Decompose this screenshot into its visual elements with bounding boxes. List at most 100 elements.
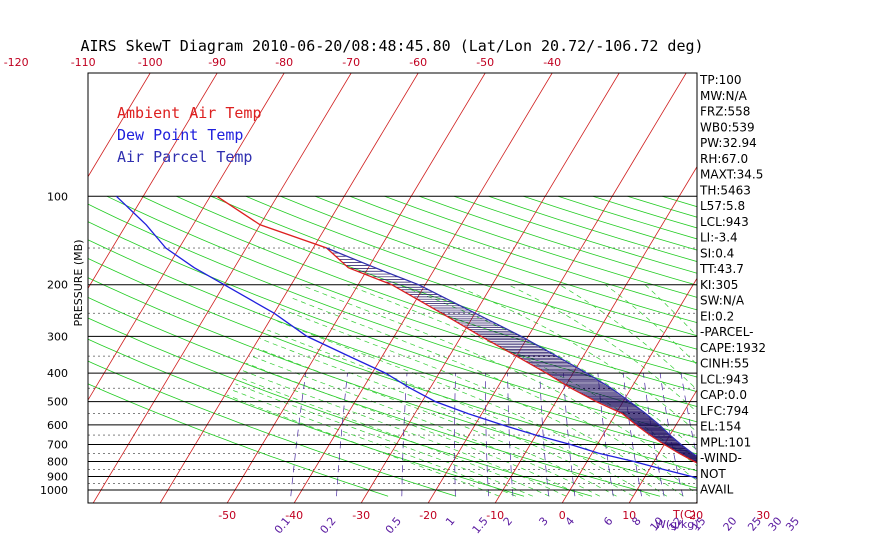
- isotherm-line: [561, 277, 697, 503]
- moist-adiabat: [259, 338, 634, 497]
- mixing-ratio-label: 6: [601, 515, 615, 529]
- legend-entry: Air Parcel Temp: [117, 148, 252, 166]
- moist-adiabat: [278, 307, 684, 497]
- isotherm-line: [88, 73, 285, 401]
- pressure-tick-label: 100: [47, 190, 68, 203]
- pressure-tick-label: 300: [47, 330, 68, 343]
- moist-adiabat: [235, 383, 533, 497]
- moist-adiabat: [453, 284, 697, 433]
- mixing-ratio-line: [454, 373, 456, 497]
- mixing-ratio-line: [485, 373, 489, 497]
- pressure-tick-label: 200: [47, 279, 68, 292]
- dry-adiabat: [88, 277, 697, 489]
- moist-adiabat: [559, 284, 697, 391]
- index-label: TP:100: [699, 73, 742, 87]
- dry-adiabat: [141, 195, 697, 393]
- dry-adiabat: [419, 195, 697, 286]
- dry-adiabat: [88, 338, 525, 497]
- mixing-ratio-label: 20: [721, 515, 740, 534]
- mixing-ratio-line: [597, 373, 614, 497]
- pressure-tick-label: 500: [47, 396, 68, 409]
- mixing-ratio-label: 4: [563, 515, 577, 529]
- bottom-temp-label: 30: [756, 509, 770, 522]
- chart-title: AIRS SkewT Diagram 2010-06-20/08:48:45.8…: [80, 37, 703, 55]
- y-axis-label: PRESSURE (MB): [72, 240, 85, 327]
- isotherm-line: [763, 73, 870, 503]
- isotherm-line: [88, 73, 151, 178]
- mixing-ratio-line: [401, 373, 408, 497]
- index-label: RH:67.0: [700, 152, 748, 166]
- pressure-tick-label: 600: [47, 419, 68, 432]
- index-label: MW:N/A: [700, 89, 748, 103]
- dry-adiabat: [315, 195, 697, 324]
- index-label: L57:5.8: [700, 199, 745, 213]
- top-temp-label: -110: [71, 56, 96, 69]
- index-label: KI:305: [700, 278, 738, 292]
- moist-adiabat: [275, 320, 667, 497]
- bottom-temp-label: -30: [352, 509, 370, 522]
- mixing-ratio-label: 3: [536, 515, 550, 529]
- mixing-ratio-line: [290, 373, 307, 497]
- top-temp-label: -100: [138, 56, 163, 69]
- isotherm-line: [494, 165, 697, 503]
- top-temp-label: -50: [476, 56, 494, 69]
- mixing-ratio-label: 8: [629, 515, 643, 529]
- legend: Ambient Air Temp Dew Point Temp Air Parcel…: [117, 104, 262, 166]
- pressure-tick-label: 1000: [40, 484, 68, 497]
- dry-adiabat: [88, 297, 661, 497]
- bottom-temperature-ticks: -50 -40 -30 -20 -10 0 10 20 30: [218, 509, 770, 522]
- index-label: LFC:794: [700, 404, 749, 418]
- index-label: AVAIL: [700, 483, 734, 497]
- top-temperature-ticks: -120 -110 -100 -90 -80 -70 -60 -50 -40: [4, 56, 561, 69]
- mixing-ratio-unit-label: W(g/kg): [655, 518, 699, 531]
- isotherm-line: [628, 389, 697, 503]
- dry-adiabat: [280, 195, 697, 337]
- dry-adiabat: [349, 195, 697, 311]
- index-label: PW:32.94: [700, 136, 757, 150]
- index-label: EL:154: [700, 420, 741, 434]
- index-label: WB0:539: [700, 120, 755, 134]
- isotherm-line: [360, 73, 620, 503]
- series-line-2: [326, 247, 697, 458]
- top-temp-label: -60: [409, 56, 427, 69]
- dry-adiabat: [210, 195, 697, 364]
- dry-adiabat: [88, 203, 697, 423]
- index-label: FRZ:558: [700, 105, 750, 119]
- dry-adiabat: [662, 195, 697, 208]
- dry-adiabat: [176, 195, 697, 378]
- isotherm-line: [92, 73, 352, 503]
- moist-adiabat: [251, 355, 600, 497]
- index-label: TT:43.7: [699, 262, 744, 276]
- top-temp-label: -70: [342, 56, 360, 69]
- moist-adiabat: [288, 296, 697, 495]
- bottom-temp-label: 10: [622, 509, 636, 522]
- pressure-tick-label: 800: [47, 456, 68, 469]
- top-temp-label: -90: [208, 56, 226, 69]
- isotherm-line: [159, 73, 419, 503]
- top-temp-label: -40: [543, 56, 561, 69]
- mixing-ratio-line: [507, 373, 514, 497]
- series-line-1: [115, 195, 697, 479]
- index-label: LCL:943: [700, 215, 749, 229]
- mixing-ratio-label: 1: [443, 515, 457, 529]
- dry-adiabat: [245, 195, 697, 350]
- index-label: SI:0.4: [700, 246, 734, 260]
- pressure-tick-label: 700: [47, 439, 68, 452]
- mixing-ratio-line: [749, 373, 783, 496]
- index-label: CAP:0.0: [700, 388, 747, 402]
- isotherm-line: [0, 73, 16, 503]
- index-label: TH:5463: [699, 183, 751, 197]
- bottom-temp-label: 0: [559, 509, 566, 522]
- legend-entry: Dew Point Temp: [117, 126, 243, 144]
- mixing-ratio-label: 2: [501, 515, 515, 529]
- index-label: -WIND-: [700, 451, 742, 465]
- bottom-temp-label: -40: [285, 509, 303, 522]
- moist-adiabat: [346, 284, 697, 467]
- dry-adiabat: [88, 239, 697, 455]
- mixing-ratio-line: [622, 373, 642, 497]
- series-line-0: [216, 195, 697, 464]
- mixing-ratio-label: 0.2: [317, 515, 338, 537]
